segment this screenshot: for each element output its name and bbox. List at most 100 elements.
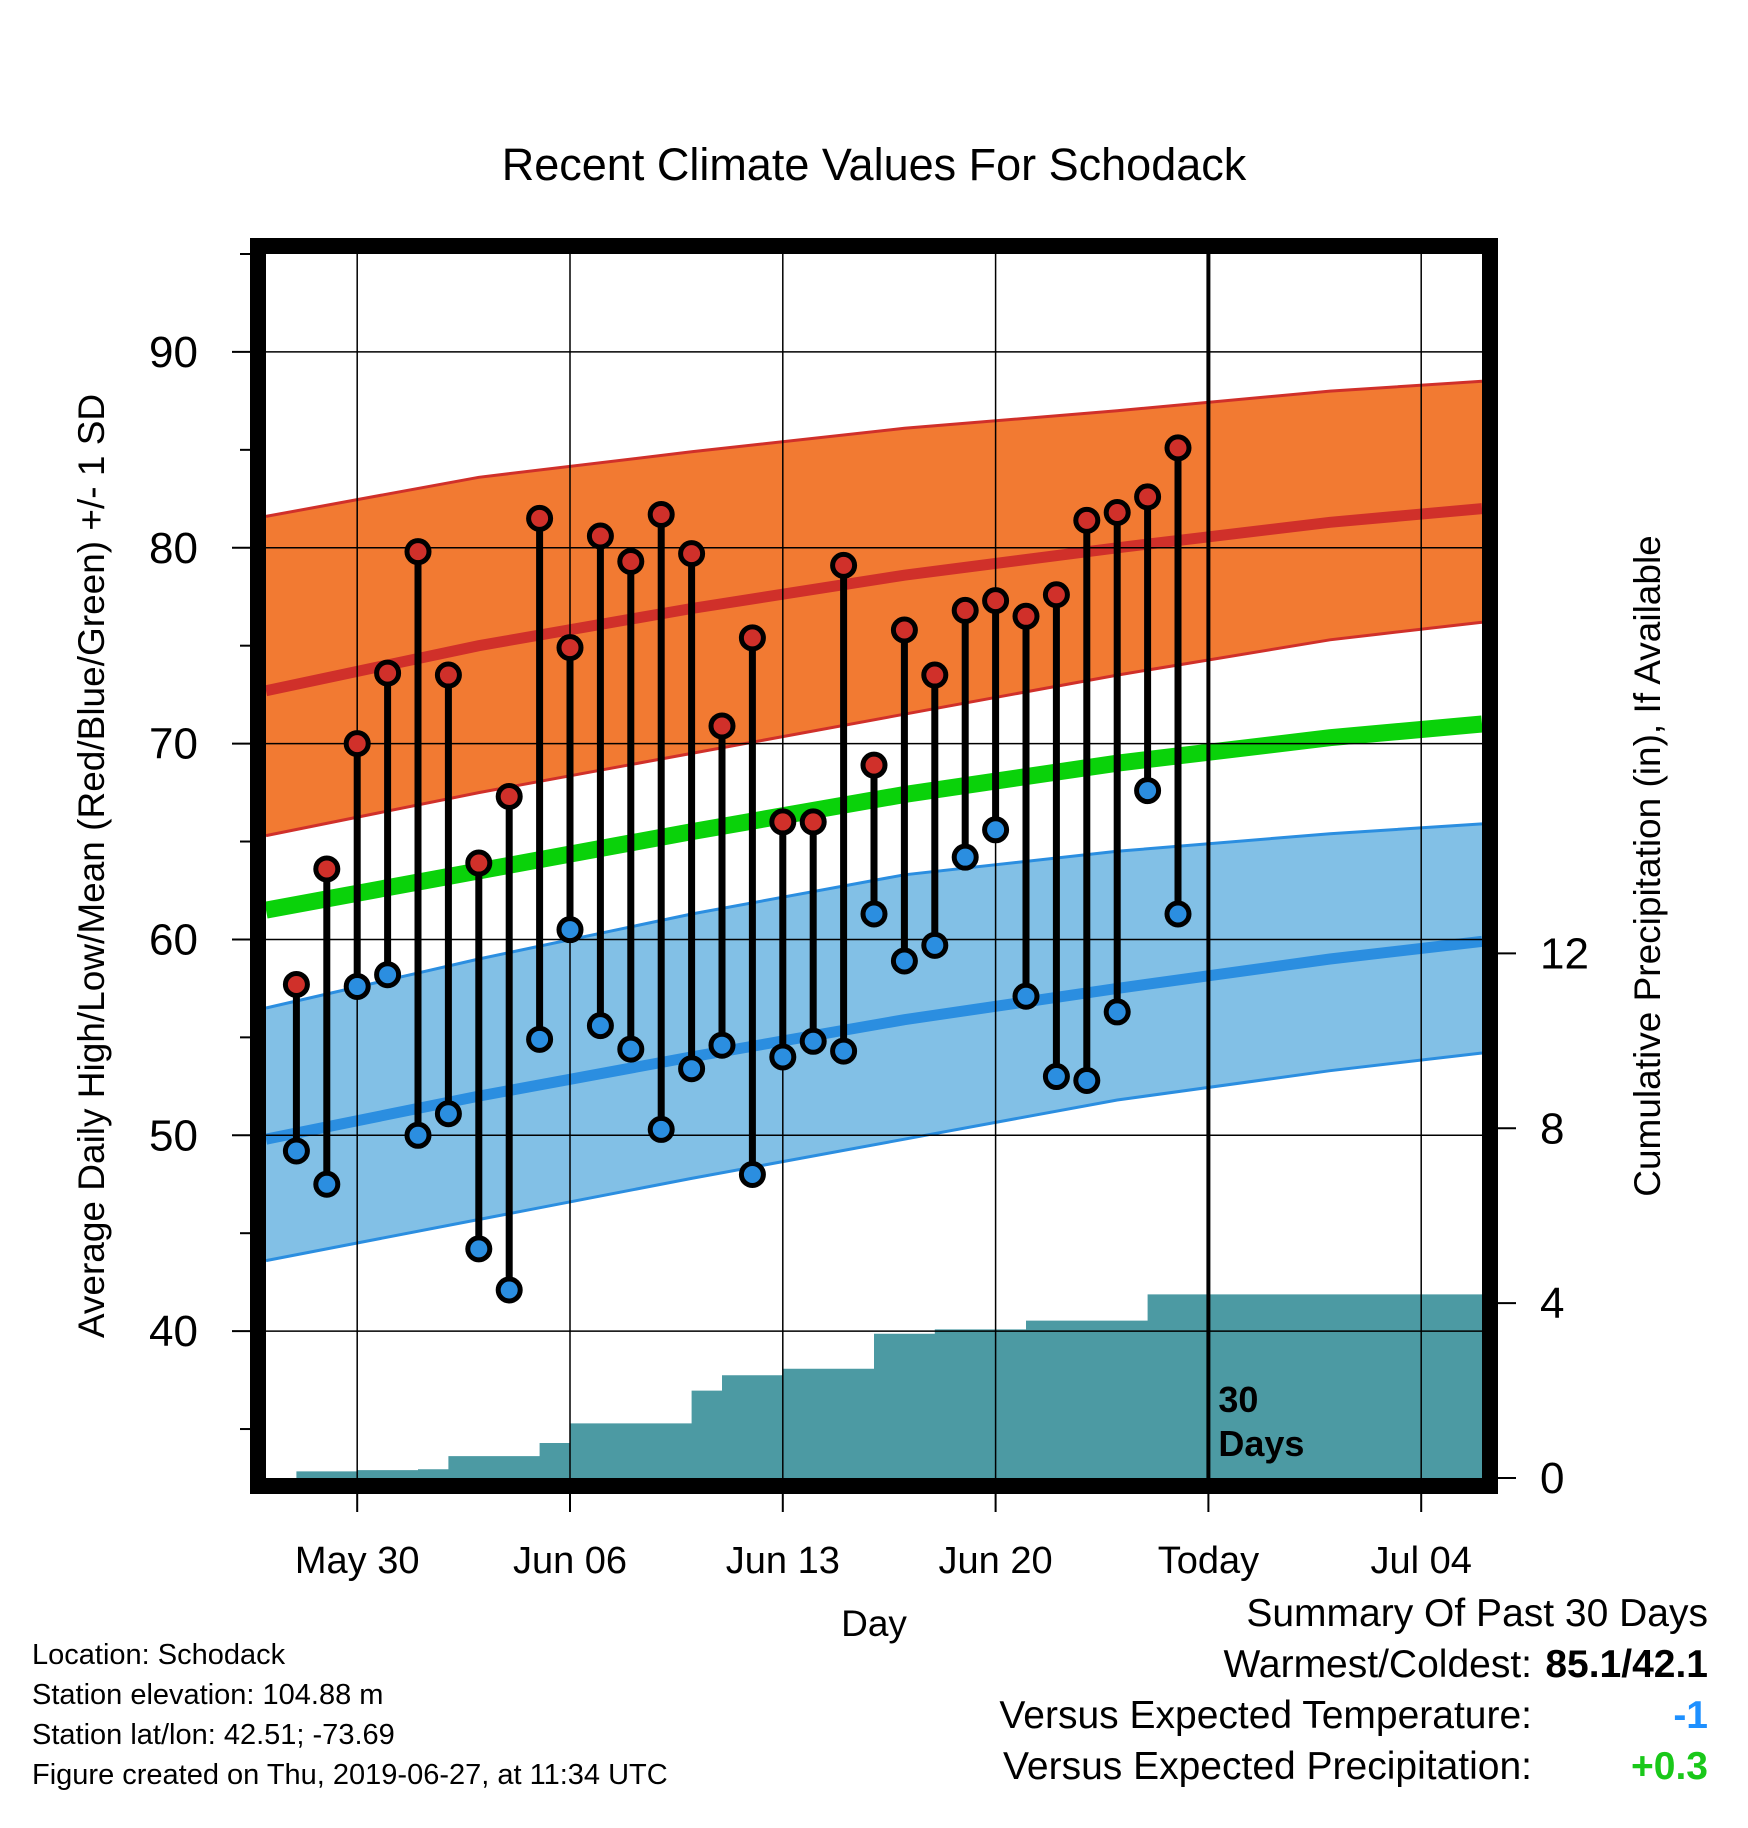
low-point [495,1276,523,1304]
summary-warmest-coldest: Warmest/Coldest: 85.1/42.1 [999,1639,1708,1690]
low-point [860,900,888,928]
high-point [1164,434,1192,462]
high-point [586,522,614,550]
low-point [1073,1066,1101,1094]
low-point [282,1137,310,1165]
today-label-number: 30 [1218,1379,1258,1420]
latlon-text: Station lat/lon: 42.51; -73.69 [32,1719,395,1751]
high-upper-line [265,379,1483,518]
high-point [617,547,645,575]
y-tick-label-left: 80 [149,524,198,573]
y-axis-label-right: Cumulative Precipitation (in), If Availa… [1627,535,1668,1197]
y-tick-label-left: 40 [149,1307,198,1356]
x-tick-label: Jun 13 [726,1540,840,1582]
high-point [951,596,979,624]
location-text: Location: Schodack [32,1639,286,1671]
high-point [374,659,402,687]
high-point [434,661,462,689]
high-point [921,661,949,689]
precip-area [296,1294,1482,1478]
chart-title: Recent Climate Values For Schodack [502,139,1247,190]
high-point [647,500,675,528]
temperature-value: -1 [1673,1694,1708,1737]
low-point [586,1012,614,1040]
high-point [343,730,371,758]
high-point [495,782,523,810]
y-tick-label-left: 70 [149,720,198,769]
x-tick-label: Jun 20 [939,1540,1053,1582]
high-point [1012,602,1040,630]
y-tick-label-left: 90 [149,328,198,377]
low-point [678,1055,706,1083]
summary-panel: Summary Of Past 30 Days Warmest/Coldest:… [999,1588,1708,1792]
high-point [465,849,493,877]
low-point [1164,900,1192,928]
warmest-coldest-value: 85.1/42.1 [1545,1643,1708,1686]
x-tick-label: Today [1158,1540,1259,1582]
precipitation-area [296,1294,1482,1478]
high-point [678,540,706,568]
created-text: Figure created on Thu, 2019-06-27, at 11… [32,1759,668,1791]
high-normal-line [264,503,1483,697]
high-point [1042,581,1070,609]
low-point [1012,982,1040,1010]
low-point [1134,777,1162,805]
elevation-text: Station elevation: 104.88 m [32,1679,384,1711]
low-point [921,931,949,959]
low-point [313,1170,341,1198]
high-point [769,808,797,836]
low-point [769,1043,797,1071]
low-point [708,1031,736,1059]
high-point [708,712,736,740]
station-info: Location: Schodack Station elevation: 10… [32,1635,668,1795]
high-point [1134,483,1162,511]
low-point [526,1025,554,1053]
high-point [1073,506,1101,534]
y-tick-label-right: 12 [1540,929,1589,978]
low-point [830,1037,858,1065]
high-point [313,855,341,883]
low-point [343,972,371,1000]
summary-heading: Summary Of Past 30 Days [1246,1592,1708,1635]
y-axis-label-left: Average Daily High/Low/Mean (Red/Blue/Gr… [71,394,112,1338]
low-point [951,843,979,871]
summary-precipitation: Versus Expected Precipitation: +0.3 [999,1741,1708,1792]
low-point [647,1115,675,1143]
x-tick-label: May 30 [295,1540,420,1582]
daily-range-bars [292,447,1182,1290]
low-point [434,1100,462,1128]
precipitation-label: Versus Expected Precipitation: [1003,1745,1532,1788]
high-point [556,634,584,662]
warmest-coldest-label: Warmest/Coldest: [1223,1643,1532,1686]
low-point [1042,1063,1070,1091]
temperature-label: Versus Expected Temperature: [999,1694,1532,1737]
y-tick-label-left: 60 [149,915,198,964]
high-point [282,970,310,998]
axes: 40 50 60 70 80 90 0 4 8 12 May 30 Jun 06 Jun 13 Jun 2… [149,253,1589,1582]
y-tick-label-right: 0 [1540,1454,1564,1503]
x-tick-label: Jul 04 [1370,1540,1471,1582]
low-point [404,1121,432,1149]
precipitation-value: +0.3 [1631,1745,1708,1788]
high-point [830,551,858,579]
low-point [738,1160,766,1188]
x-axis-label: Day [841,1603,907,1644]
plot-frame [250,238,1498,1494]
y-tick-label-left: 50 [149,1111,198,1160]
low-point [799,1027,827,1055]
high-point [526,504,554,532]
low-point [374,961,402,989]
low-point [465,1235,493,1263]
x-tick-label: Jun 06 [513,1540,627,1582]
low-point [890,947,918,975]
y-tick-label-right: 8 [1540,1104,1564,1153]
high-point [890,616,918,644]
low-point [982,816,1010,844]
high-point [799,808,827,836]
summary-temperature: Versus Expected Temperature: -1 [999,1690,1708,1741]
high-point [860,751,888,779]
low-point [556,916,584,944]
high-point [738,624,766,652]
